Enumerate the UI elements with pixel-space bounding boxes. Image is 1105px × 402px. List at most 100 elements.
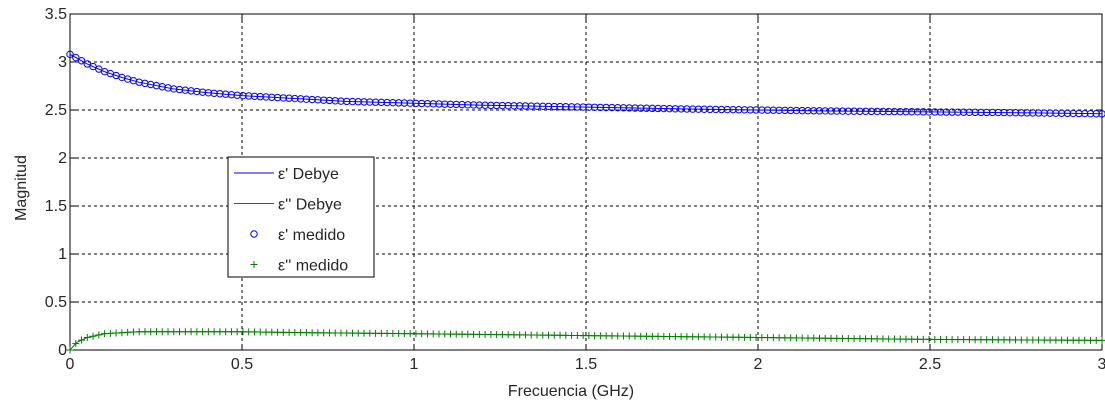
series-2-point (752, 106, 760, 114)
series-2-point (1011, 109, 1020, 117)
series-2-point (279, 94, 288, 102)
series-2-point (988, 108, 997, 117)
legend-box (227, 156, 375, 278)
y-axis-ticks: 0 0.5 1 1.5 2 2.5 3 3.5 (45, 6, 1102, 359)
series-2-point (1023, 109, 1031, 117)
series-2-point (331, 97, 339, 105)
series-2-point (521, 102, 530, 110)
series-2-point (504, 101, 512, 110)
y-tick-label: 2.5 (45, 102, 67, 119)
series-2-point (325, 96, 334, 105)
series-2-point (781, 106, 789, 115)
series-2-point (394, 99, 403, 107)
legend: ε' Debye ε'' Debye ε' medido ε'' medido (227, 156, 375, 278)
series-2-point (1046, 109, 1054, 117)
series-2-point (804, 106, 812, 115)
series-2-point (487, 101, 495, 110)
y-tick-label: 3 (58, 54, 67, 71)
series-2-point (884, 107, 893, 116)
series-2-point (746, 106, 755, 114)
series-2-point (919, 108, 927, 116)
series-2-point (227, 91, 236, 99)
series-2-point (245, 92, 253, 100)
series-2-point (475, 101, 484, 109)
series-2-point (908, 108, 916, 116)
series-3-point (66, 346, 74, 354)
series-2-point (948, 108, 956, 116)
series-2-point (890, 107, 899, 116)
series-2-point (354, 98, 362, 106)
series-2-point (550, 102, 558, 111)
series-2-point (959, 108, 968, 116)
series-2-point (931, 108, 939, 116)
series-2-point (262, 93, 270, 101)
series-2-point (66, 50, 74, 59)
series-2-point (614, 104, 622, 112)
series-2-point (377, 98, 386, 107)
series-2-point (775, 106, 783, 114)
series-2-point (1034, 109, 1043, 117)
series-2-point (268, 93, 276, 101)
series-2-point (308, 95, 316, 104)
x-tick-label: 1 (410, 356, 419, 373)
series-3-point (83, 333, 91, 341)
series-2-point (827, 107, 835, 115)
series-2-point (838, 107, 847, 115)
series-2-point (982, 108, 991, 117)
series-2-point (1069, 109, 1077, 118)
series-2-point (337, 97, 345, 105)
series-2-point (515, 102, 524, 110)
series-2-point (175, 85, 184, 94)
y-tick-label: 1.5 (45, 198, 67, 215)
series-2-point (239, 91, 247, 100)
grid (70, 14, 1102, 350)
series-2-point (810, 107, 818, 115)
legend-marker-3 (250, 261, 258, 268)
x-axis-ticks: 0 0.5 1 1.5 2 2.5 3 (66, 14, 1105, 373)
series-2-point (896, 107, 904, 116)
series-2-point (1029, 109, 1037, 117)
series-2-point (193, 87, 201, 96)
plot-series (66, 50, 1105, 354)
legend-label-1: ε'' Debye (278, 197, 342, 214)
series-2-point (965, 108, 974, 116)
series-2-point (366, 98, 374, 106)
series-2-point (285, 94, 293, 102)
series-2-point (579, 103, 587, 111)
series-2-point (181, 86, 190, 94)
series-2-point (544, 102, 553, 111)
series-2-point (954, 108, 962, 116)
series-2-point (596, 103, 605, 112)
series-2-point (590, 103, 599, 111)
series-2-point (763, 106, 772, 114)
series-3-point (78, 336, 86, 344)
series-2-point (187, 87, 195, 95)
y-tick-label: 1 (58, 246, 67, 263)
series-2-point (625, 104, 633, 112)
series-2-point (371, 98, 380, 106)
y-tick-label: 0 (58, 342, 67, 359)
series-2-point (706, 105, 714, 114)
x-axis-label: Frecuencia (GHz) (508, 383, 634, 400)
series-2-point (412, 99, 420, 108)
series-2-point (700, 105, 708, 113)
series-2-point (792, 106, 801, 115)
series-3-point (89, 332, 97, 340)
series-2-point (758, 106, 766, 114)
series-2-point (994, 108, 1002, 117)
series-2-point (850, 107, 858, 115)
series-2-point (648, 104, 657, 113)
series-2-point (712, 105, 720, 114)
x-tick-label: 0.5 (231, 356, 253, 373)
series-2-point (660, 104, 668, 113)
x-tick-label: 2.5 (919, 356, 941, 373)
series-2-point (441, 100, 449, 108)
series-2-point (1081, 109, 1089, 118)
series-2-point (77, 57, 86, 65)
series-2-point (977, 108, 985, 117)
series-2-point (435, 100, 443, 108)
series-2-point (446, 100, 455, 108)
series-2-point (844, 107, 853, 115)
